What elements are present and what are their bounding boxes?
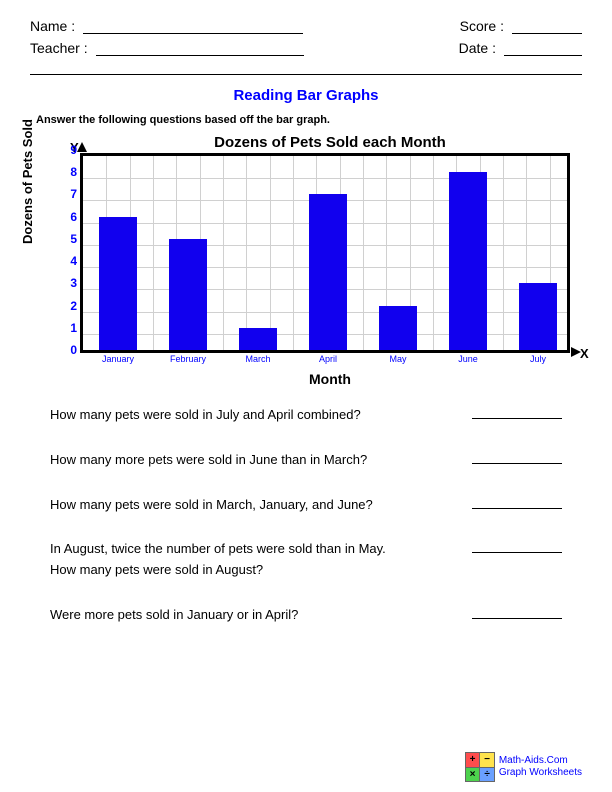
xtick-label: April [319,354,337,364]
question-row: How many more pets were sold in June tha… [50,450,562,471]
gridline-v [270,156,271,350]
xtick-label: February [170,354,206,364]
bar [519,283,558,350]
score-label: Score : [460,18,504,34]
question-row: How many pets were sold in March, Januar… [50,495,562,516]
question-text: How many pets were sold in July and Apri… [50,405,361,426]
footer-icon-cell: − [480,753,494,767]
question-text: In August, twice the number of pets were… [50,539,410,581]
xtick-label: March [245,354,270,364]
xtick-label: May [389,354,406,364]
questions-list: How many pets were sold in July and Apri… [50,405,562,626]
gridline-h [83,178,567,179]
page-title: Reading Bar Graphs [0,87,612,104]
ytick-label: 8 [70,165,77,179]
ytick-label: 9 [70,143,77,157]
gridline-v [153,156,154,350]
bar [449,172,488,350]
chart-title: Dozens of Pets Sold each Month [80,134,580,151]
teacher-label: Teacher : [30,40,88,56]
date-blank [504,55,582,56]
plot-area: 0123456789JanuaryFebruaryMarchAprilMayJu… [80,153,570,353]
bar [99,217,138,350]
bar [169,239,208,350]
instruction-text: Answer the following questions based off… [36,114,612,126]
worksheet-header: Name : Score : Teacher : Date : [0,0,612,70]
bar [309,194,348,350]
x-axis-label: Month [80,371,580,387]
footer-text: Math-Aids.Com Graph Worksheets [499,755,582,779]
answer-blank [472,495,562,509]
ytick-label: 4 [70,254,77,268]
ytick-label: 6 [70,210,77,224]
footer-icon-cell: + [466,753,480,767]
xtick-label: June [458,354,478,364]
score-blank [512,33,582,34]
ytick-label: 1 [70,321,77,335]
gridline-v [363,156,364,350]
answer-blank [472,450,562,464]
ytick-label: 7 [70,187,77,201]
question-text: How many pets were sold in March, Januar… [50,495,373,516]
question-row: Were more pets sold in January or in Apr… [50,605,562,626]
bar-chart: Dozens of Pets Sold each Month Y Dozens … [40,134,580,387]
footer-icon-cell: ÷ [480,768,494,782]
ytick-label: 3 [70,276,77,290]
gridline-v [223,156,224,350]
xtick-label: January [102,354,134,364]
ytick-label: 2 [70,299,77,313]
question-row: How many pets were sold in July and Apri… [50,405,562,426]
gridline-v [433,156,434,350]
xtick-label: July [530,354,546,364]
y-arrow-icon [77,142,87,152]
answer-blank [472,605,562,619]
ytick-label: 5 [70,232,77,246]
answer-blank [472,539,562,553]
y-axis-label: Dozens of Pets Sold [20,119,35,244]
ytick-label: 0 [70,343,77,357]
bar [239,328,278,350]
header-divider [30,74,582,75]
bar [379,306,418,350]
question-text: How many more pets were sold in June tha… [50,450,367,471]
gridline-v [503,156,504,350]
x-axis-letter: X [580,346,589,361]
footer-site: Math-Aids.Com [499,755,582,767]
teacher-blank [96,55,304,56]
name-blank [83,33,303,34]
footer-subtitle: Graph Worksheets [499,767,582,779]
footer-icon-cell: × [466,768,480,782]
gridline-v [293,156,294,350]
gridline-v [246,156,247,350]
footer: +−×÷ Math-Aids.Com Graph Worksheets [465,752,582,782]
date-label: Date : [459,40,496,56]
answer-blank [472,405,562,419]
name-label: Name : [30,18,75,34]
question-row: In August, twice the number of pets were… [50,539,562,581]
question-text: Were more pets sold in January or in Apr… [50,605,298,626]
math-aids-icon: +−×÷ [465,752,495,782]
